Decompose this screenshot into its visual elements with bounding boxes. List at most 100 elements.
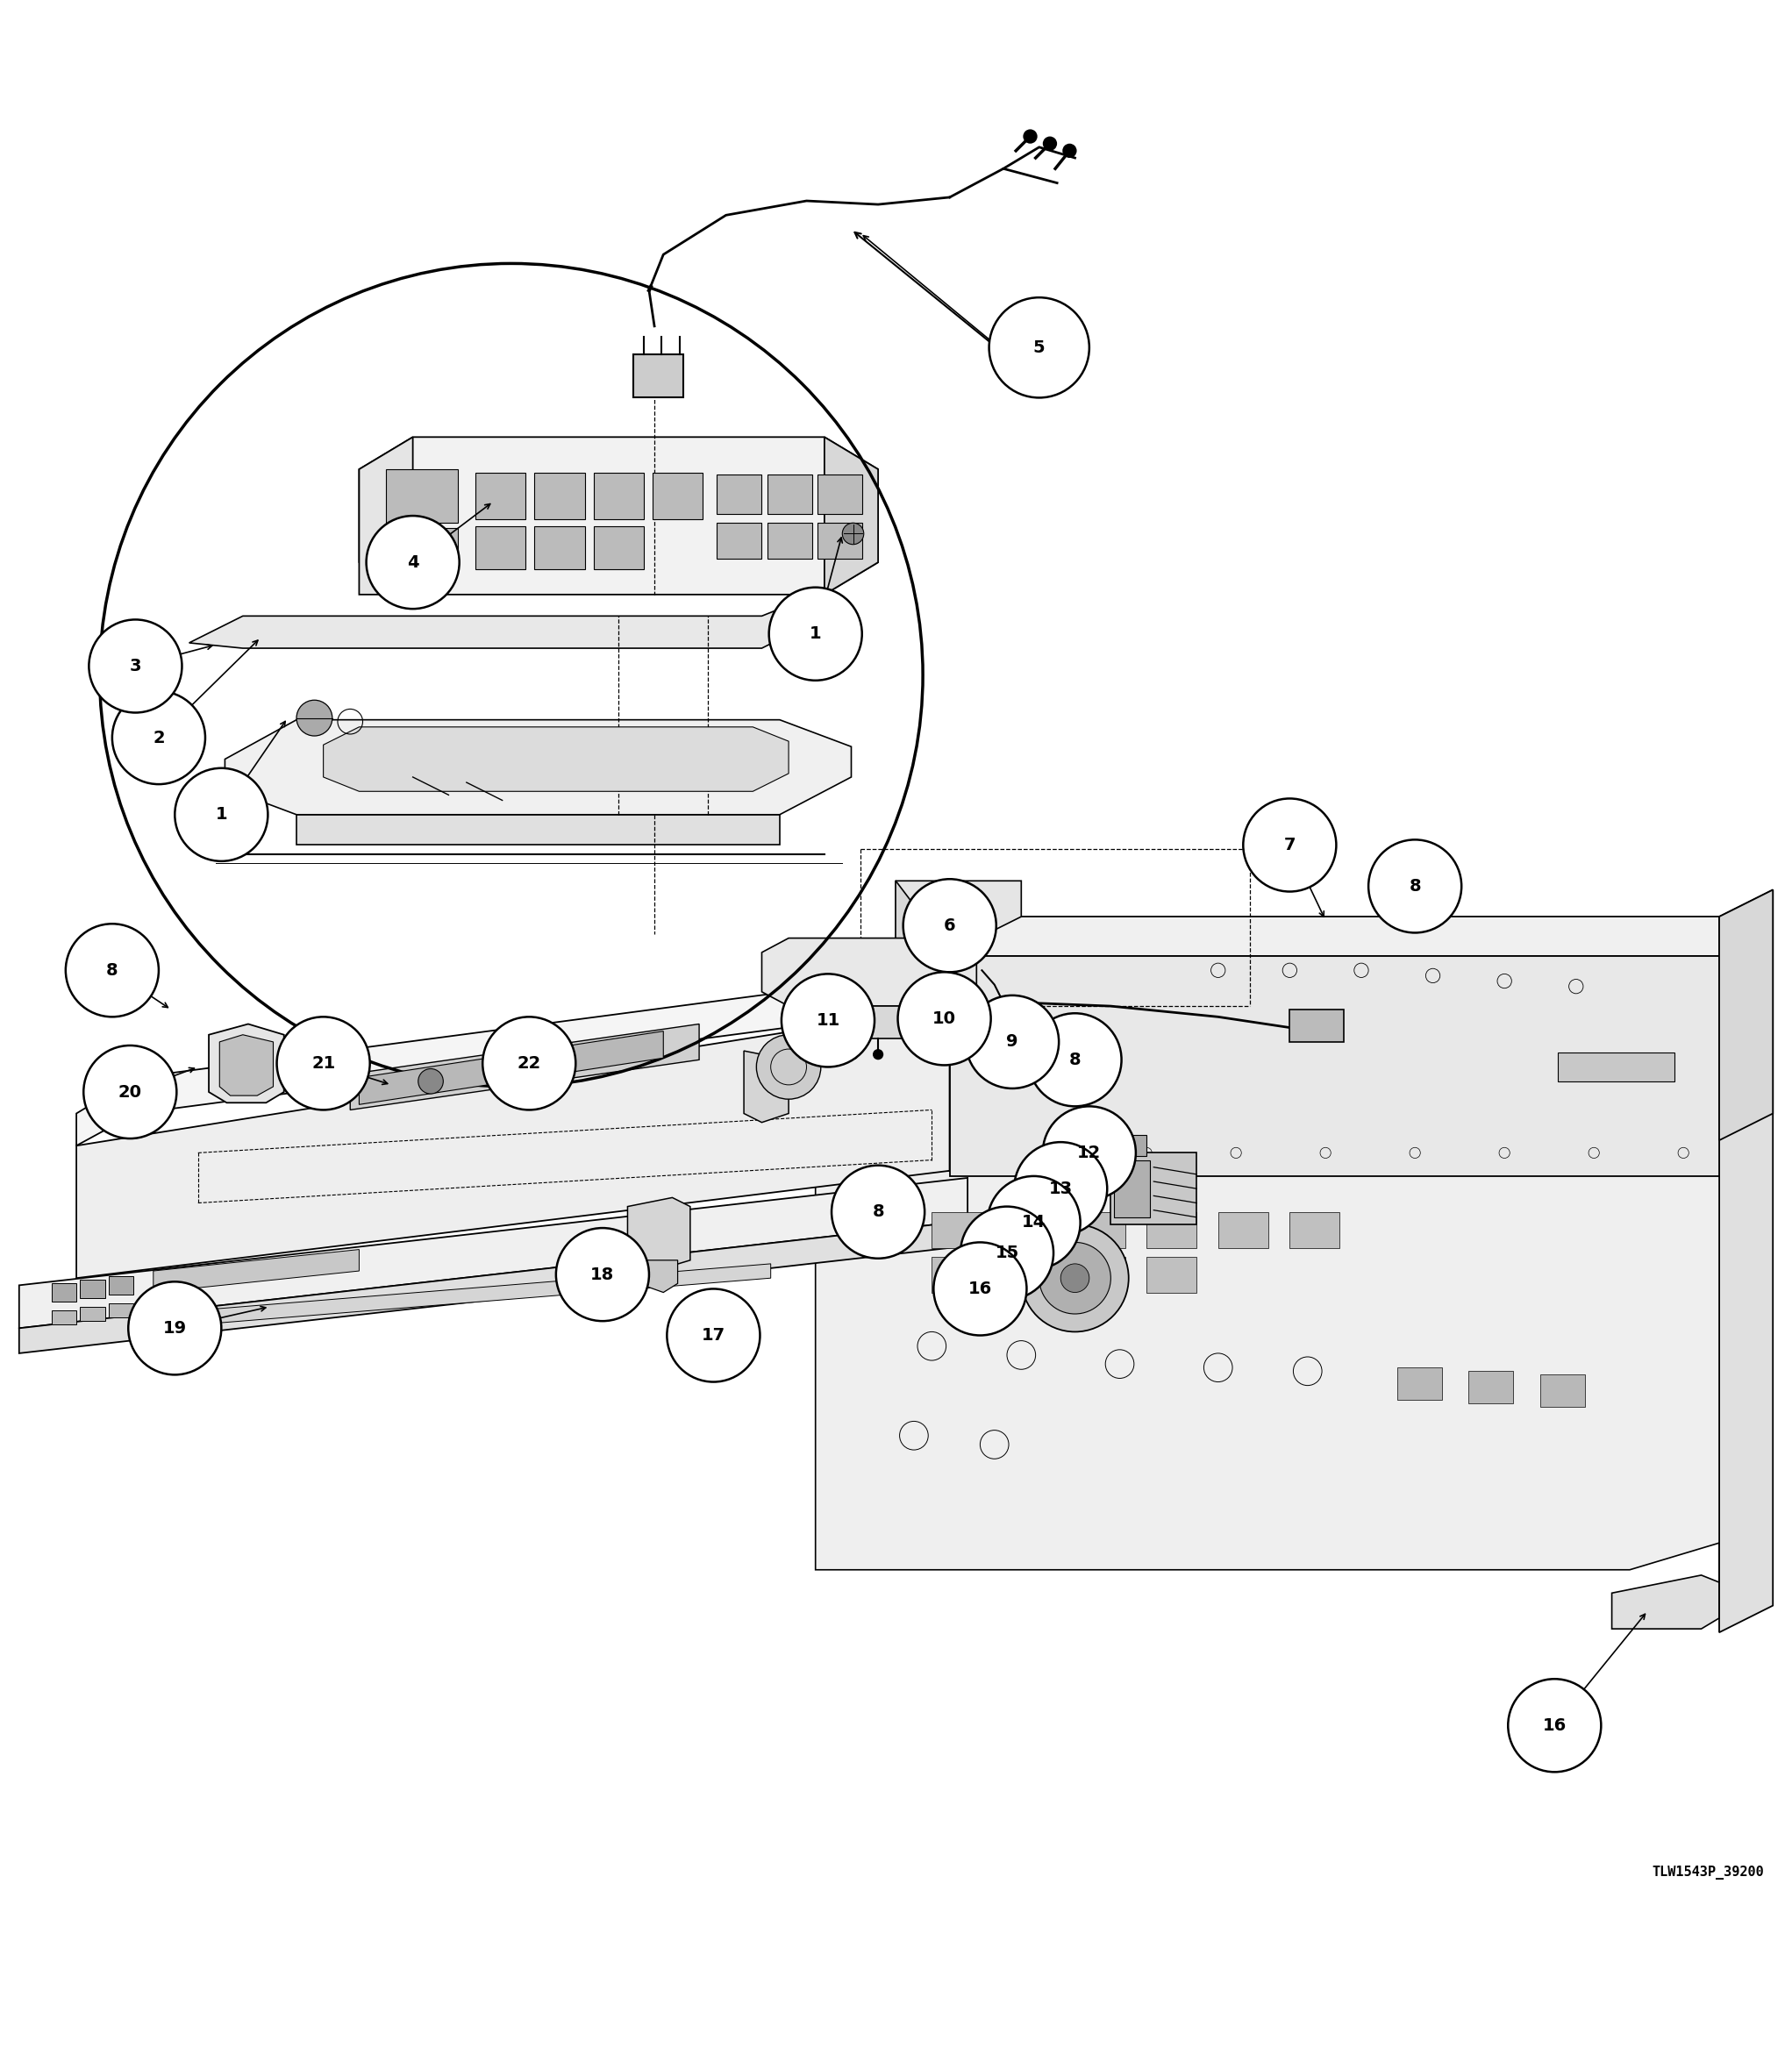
Text: 10: 10 bbox=[932, 1010, 957, 1026]
Circle shape bbox=[987, 1176, 1081, 1270]
Circle shape bbox=[842, 522, 864, 545]
Circle shape bbox=[848, 1049, 858, 1059]
Circle shape bbox=[1043, 137, 1057, 152]
Circle shape bbox=[509, 1077, 530, 1100]
Polygon shape bbox=[762, 938, 977, 1006]
Polygon shape bbox=[815, 1145, 1719, 1569]
Text: 11: 11 bbox=[815, 1012, 840, 1028]
Bar bbox=[1115, 1159, 1150, 1217]
Text: 21: 21 bbox=[312, 1055, 335, 1071]
Bar bbox=[593, 526, 643, 569]
Polygon shape bbox=[950, 1006, 1254, 1171]
Bar bbox=[1004, 1257, 1054, 1292]
Bar bbox=[817, 522, 862, 559]
Polygon shape bbox=[1719, 889, 1772, 1141]
Circle shape bbox=[934, 1243, 1027, 1335]
Bar bbox=[1125, 1135, 1147, 1157]
Text: 4: 4 bbox=[407, 555, 419, 571]
Text: 5: 5 bbox=[1034, 340, 1045, 356]
Bar bbox=[767, 475, 812, 514]
Text: 19: 19 bbox=[163, 1319, 186, 1337]
Circle shape bbox=[823, 1049, 833, 1059]
Bar bbox=[534, 526, 584, 569]
Text: 8: 8 bbox=[1070, 1051, 1081, 1069]
Bar bbox=[932, 1257, 982, 1292]
Polygon shape bbox=[349, 1024, 699, 1110]
Polygon shape bbox=[154, 1264, 771, 1329]
Circle shape bbox=[903, 879, 996, 973]
Circle shape bbox=[418, 1069, 443, 1094]
Circle shape bbox=[769, 588, 862, 680]
Text: 8: 8 bbox=[106, 963, 118, 979]
Circle shape bbox=[1509, 1679, 1600, 1772]
Bar bbox=[932, 1212, 982, 1247]
Bar bbox=[1290, 1010, 1344, 1042]
Circle shape bbox=[1014, 1143, 1107, 1235]
Bar bbox=[593, 473, 643, 520]
Polygon shape bbox=[1611, 1575, 1719, 1628]
Bar bbox=[534, 473, 584, 520]
Circle shape bbox=[90, 621, 183, 713]
Bar bbox=[1398, 1368, 1443, 1399]
Text: 20: 20 bbox=[118, 1083, 142, 1100]
Bar bbox=[1290, 1212, 1340, 1247]
Text: 15: 15 bbox=[995, 1245, 1020, 1262]
Bar bbox=[1075, 1212, 1125, 1247]
Circle shape bbox=[556, 1229, 649, 1321]
Polygon shape bbox=[950, 918, 1719, 956]
Bar bbox=[475, 473, 525, 520]
Polygon shape bbox=[744, 1051, 788, 1122]
Polygon shape bbox=[296, 815, 780, 846]
Bar bbox=[1557, 1053, 1674, 1081]
Circle shape bbox=[1039, 1243, 1111, 1315]
Bar bbox=[109, 1303, 134, 1317]
Circle shape bbox=[84, 1044, 177, 1139]
Polygon shape bbox=[358, 436, 878, 594]
Polygon shape bbox=[77, 971, 1254, 1145]
Text: 18: 18 bbox=[591, 1266, 615, 1282]
Circle shape bbox=[1244, 799, 1337, 891]
Bar bbox=[1004, 1212, 1054, 1247]
Polygon shape bbox=[154, 1249, 358, 1292]
Bar bbox=[81, 1280, 106, 1298]
Bar bbox=[475, 526, 525, 569]
Bar bbox=[817, 475, 862, 514]
Bar bbox=[1111, 1153, 1197, 1225]
Bar bbox=[385, 528, 457, 555]
Bar bbox=[385, 469, 457, 522]
Polygon shape bbox=[220, 1034, 272, 1096]
Text: 13: 13 bbox=[1048, 1180, 1073, 1196]
Text: 6: 6 bbox=[944, 918, 955, 934]
Bar bbox=[1469, 1372, 1514, 1403]
Polygon shape bbox=[77, 1006, 950, 1278]
Circle shape bbox=[989, 297, 1090, 397]
Bar bbox=[652, 473, 702, 520]
Bar bbox=[1075, 1257, 1125, 1292]
Circle shape bbox=[66, 924, 159, 1018]
Polygon shape bbox=[190, 594, 815, 649]
Circle shape bbox=[1029, 1014, 1122, 1106]
Circle shape bbox=[831, 1165, 925, 1257]
Circle shape bbox=[966, 995, 1059, 1087]
Polygon shape bbox=[950, 956, 1719, 1176]
Circle shape bbox=[781, 975, 874, 1067]
Circle shape bbox=[176, 768, 267, 860]
Polygon shape bbox=[1719, 889, 1772, 1632]
Bar bbox=[717, 475, 762, 514]
Circle shape bbox=[898, 973, 991, 1065]
Polygon shape bbox=[323, 727, 788, 791]
Circle shape bbox=[366, 516, 459, 608]
Circle shape bbox=[276, 1018, 369, 1110]
Polygon shape bbox=[20, 1178, 968, 1329]
Bar bbox=[717, 522, 762, 559]
Polygon shape bbox=[627, 1198, 690, 1272]
Polygon shape bbox=[226, 719, 851, 815]
Polygon shape bbox=[815, 1128, 1719, 1171]
Text: 3: 3 bbox=[129, 657, 142, 674]
Text: 8: 8 bbox=[1409, 879, 1421, 895]
Polygon shape bbox=[788, 1006, 950, 1038]
Circle shape bbox=[756, 1034, 821, 1100]
Bar bbox=[1541, 1374, 1584, 1407]
Polygon shape bbox=[210, 1024, 283, 1102]
Circle shape bbox=[1021, 1225, 1129, 1331]
